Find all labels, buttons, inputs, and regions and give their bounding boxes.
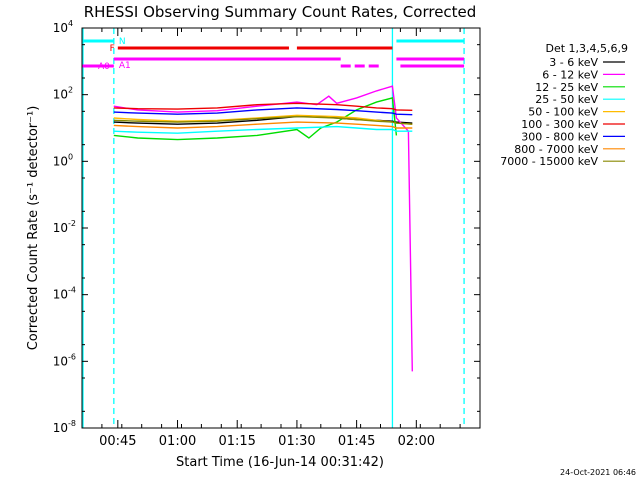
legend-entry: 50 - 100 keV xyxy=(528,106,598,119)
x-axis-label: Start Time (16-Jun-14 00:31:42) xyxy=(176,455,384,470)
x-tick-label: 01:45 xyxy=(338,434,375,449)
legend-entry: 25 - 50 keV xyxy=(535,93,598,106)
series-line xyxy=(113,102,413,111)
legend-entry: 100 - 300 keV xyxy=(521,118,598,131)
series-line xyxy=(113,85,413,372)
y-tick-label: 10 xyxy=(53,88,68,102)
legend-entry: 12 - 25 keV xyxy=(535,81,598,94)
series-line xyxy=(113,125,413,134)
x-tick-label: 02:00 xyxy=(398,434,435,449)
y-tick-label: 10 xyxy=(53,154,68,168)
y-tick-exponent: -2 xyxy=(68,219,76,228)
flag-bar-label: A1 xyxy=(119,61,131,71)
y-tick-label: 10 xyxy=(53,288,68,302)
series-line xyxy=(113,97,398,141)
legend-entry: 300 - 800 keV xyxy=(521,130,598,143)
x-tick-label: 00:45 xyxy=(99,434,136,449)
y-tick-exponent: 2 xyxy=(68,86,73,95)
legend-entry: 3 - 6 keV xyxy=(549,56,598,69)
x-tick-label: 01:30 xyxy=(278,434,315,449)
y-tick-exponent: -6 xyxy=(68,352,76,361)
series-line xyxy=(113,121,413,129)
y-tick-exponent: -4 xyxy=(68,286,76,295)
y-tick-label: 10 xyxy=(53,421,68,435)
y-tick-label: 10 xyxy=(53,354,68,368)
y-tick-exponent: 0 xyxy=(68,152,73,161)
y-tick-label: 10 xyxy=(53,21,68,35)
x-axis: 00:45 01:00 01:15 01:30 01:45 02:00 xyxy=(81,28,481,449)
y-tick-exponent: -8 xyxy=(68,419,76,428)
x-tick-label: 01:00 xyxy=(159,434,196,449)
legend-entry: 800 - 7000 keV xyxy=(514,143,598,156)
y-tick-label: 10 xyxy=(53,221,68,235)
y-axis-label: Corrected Count Rate (s⁻¹ detector⁻¹) xyxy=(26,106,41,351)
chart-title: RHESSI Observing Summary Count Rates, Co… xyxy=(84,3,477,21)
y-tick-exponent: 4 xyxy=(68,19,73,28)
flag-bar-label: N xyxy=(119,37,126,47)
flag-bar-label: A0 xyxy=(98,62,110,72)
flag-bar-label: F xyxy=(110,44,115,54)
series-line xyxy=(113,115,413,125)
x-tick-label: 01:15 xyxy=(218,434,255,449)
legend-entry: 7000 - 15000 keV xyxy=(500,155,598,168)
legend-title: Det 1,3,4,5,6,9 xyxy=(545,42,628,55)
legend-entry: 6 - 12 keV xyxy=(542,68,598,81)
series-line xyxy=(113,107,413,116)
footer-timestamp: 24-Oct-2021 06:46 xyxy=(560,468,636,477)
